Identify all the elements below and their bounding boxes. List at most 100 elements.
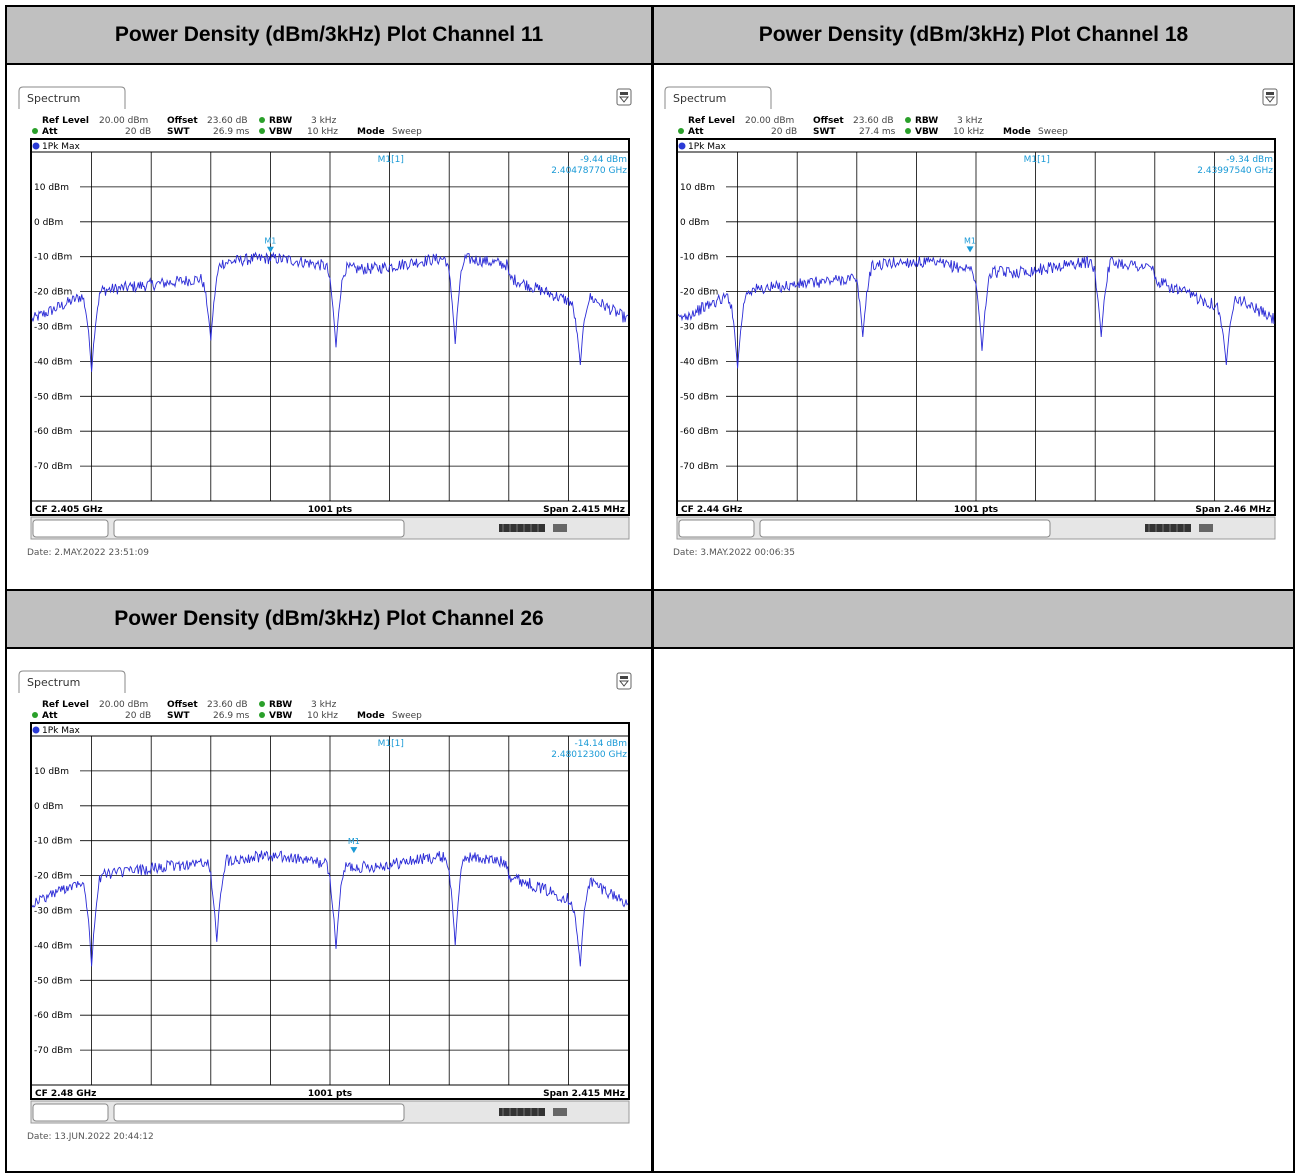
settings-icon-bar <box>620 676 628 679</box>
settings-icon-arrow <box>618 96 630 103</box>
rbw-coupled-indicator <box>905 117 911 123</box>
ref-level-label: Ref Level <box>42 700 89 710</box>
att-coupled-indicator <box>32 128 38 134</box>
att-label: Att <box>42 127 58 137</box>
status-field-1 <box>32 1103 109 1122</box>
y-tick-label: -10 dBm <box>34 837 72 847</box>
y-tick-label: -10 dBm <box>34 253 72 263</box>
vbw-coupled-indicator <box>259 712 265 718</box>
trace-label: 1Pk Max <box>42 726 81 736</box>
mode-value: Sweep <box>392 127 422 137</box>
spectrum-svg: Spectrum Ref Level 20.00 dBm Offset 23.60 dB… <box>664 86 1278 558</box>
marker-triangle <box>266 246 274 253</box>
marker-level: -14.14 dBm <box>574 739 627 749</box>
y-tick-label: -30 dBm <box>34 323 72 333</box>
y-tick-label: 10 dBm <box>34 767 69 777</box>
rbw-value: 3 kHz <box>311 700 337 710</box>
mode-label: Mode <box>357 711 385 721</box>
panel-header-channel-18: Power Density (dBm/3kHz) Plot Channel 18 <box>654 7 1293 65</box>
rbw-value: 3 kHz <box>957 116 983 126</box>
vbw-value: 10 kHz <box>307 711 338 721</box>
capture-date: Date: 13.JUN.2022 20:44:12 <box>27 1132 154 1142</box>
att-value: 20 dB <box>771 127 797 137</box>
spectrum-tab-label: Spectrum <box>27 676 80 689</box>
center-frequency: CF 2.405 GHz <box>35 505 103 515</box>
capture-date: Date: 3.MAY.2022 00:06:35 <box>673 548 795 558</box>
panel-header-empty <box>654 591 1293 649</box>
ref-level-value: 20.00 dBm <box>745 116 794 126</box>
ref-level-label: Ref Level <box>42 116 89 126</box>
status-icon <box>1199 524 1213 532</box>
offset-label: Offset <box>813 116 844 126</box>
marker-level: -9.34 dBm <box>1226 155 1273 165</box>
settings-icon-arrow <box>1264 96 1276 103</box>
marker-name: M1[1] <box>378 155 404 165</box>
capture-date: Date: 2.MAY.2022 23:51:09 <box>27 548 149 558</box>
y-tick-label: -30 dBm <box>680 323 718 333</box>
att-label: Att <box>42 711 58 721</box>
marker-frequency: 2.43997540 GHz <box>1197 166 1273 176</box>
center-frequency: CF 2.48 GHz <box>35 1089 96 1099</box>
sweep-points: 1001 pts <box>308 1089 352 1099</box>
settings-icon-bar <box>1266 92 1274 95</box>
offset-value: 23.60 dB <box>853 116 894 126</box>
rbw-label: RBW <box>915 116 938 126</box>
panel-header-channel-11: Power Density (dBm/3kHz) Plot Channel 11 <box>7 7 651 65</box>
swt-value: 26.9 ms <box>213 711 250 721</box>
spectrum-tab <box>664 86 772 109</box>
span-value: Span 2.46 MHz <box>1195 505 1271 515</box>
span-value: Span 2.415 MHz <box>543 505 625 515</box>
y-tick-label: 0 dBm <box>34 218 63 228</box>
swt-label: SWT <box>813 127 836 137</box>
y-tick-label: -70 dBm <box>34 1046 72 1056</box>
y-tick-label: 10 dBm <box>34 183 69 193</box>
trace-label: 1Pk Max <box>42 142 81 152</box>
y-tick-label: -50 dBm <box>34 392 72 402</box>
trace-indicator <box>32 142 40 150</box>
y-tick-label: -20 dBm <box>34 872 72 882</box>
offset-value: 23.60 dB <box>207 700 248 710</box>
y-tick-label: -40 dBm <box>680 357 718 367</box>
y-tick-label: 0 dBm <box>34 802 63 812</box>
y-tick-label: 10 dBm <box>680 183 715 193</box>
att-value: 20 dB <box>125 711 151 721</box>
panel-header-channel-26: Power Density (dBm/3kHz) Plot Channel 26 <box>7 591 651 649</box>
center-frequency: CF 2.44 GHz <box>681 505 742 515</box>
y-tick-label: -60 dBm <box>680 427 718 437</box>
marker-frequency: 2.40478770 GHz <box>551 166 627 176</box>
trace-indicator <box>32 726 40 734</box>
settings-icon-bar <box>620 92 628 95</box>
vbw-coupled-indicator <box>905 128 911 134</box>
marker-triangle <box>350 847 358 854</box>
trace-line <box>31 251 629 372</box>
y-tick-label: -60 dBm <box>34 1011 72 1021</box>
swt-value: 26.9 ms <box>213 127 250 137</box>
rbw-label: RBW <box>269 116 292 126</box>
spectrum-tab <box>18 86 126 109</box>
marker-level: -9.44 dBm <box>580 155 627 165</box>
spectrum-plot-channel-26: Spectrum Ref Level 20.00 dBm Offset 23.60 dB… <box>17 667 633 1166</box>
spectrum-plot-channel-18: Spectrum Ref Level 20.00 dBm Offset 23.60 dB… <box>663 83 1279 582</box>
marker-triangle <box>966 246 974 253</box>
status-field-1 <box>32 519 109 538</box>
rbw-label: RBW <box>269 700 292 710</box>
vbw-label: VBW <box>915 127 938 137</box>
offset-label: Offset <box>167 116 198 126</box>
y-tick-label: -40 dBm <box>34 941 72 951</box>
progress-bar <box>1145 524 1191 532</box>
rbw-value: 3 kHz <box>311 116 337 126</box>
offset-label: Offset <box>167 700 198 710</box>
vbw-value: 10 kHz <box>307 127 338 137</box>
mode-label: Mode <box>357 127 385 137</box>
y-tick-label: -40 dBm <box>34 357 72 367</box>
spectrum-tab-label: Spectrum <box>673 92 726 105</box>
y-tick-label: -10 dBm <box>680 253 718 263</box>
span-value: Span 2.415 MHz <box>543 1089 625 1099</box>
y-tick-label: 0 dBm <box>680 218 709 228</box>
status-field-2 <box>113 1103 405 1122</box>
progress-bar <box>499 524 545 532</box>
mode-value: Sweep <box>392 711 422 721</box>
mode-label: Mode <box>1003 127 1031 137</box>
swt-label: SWT <box>167 127 190 137</box>
status-icon <box>553 524 567 532</box>
